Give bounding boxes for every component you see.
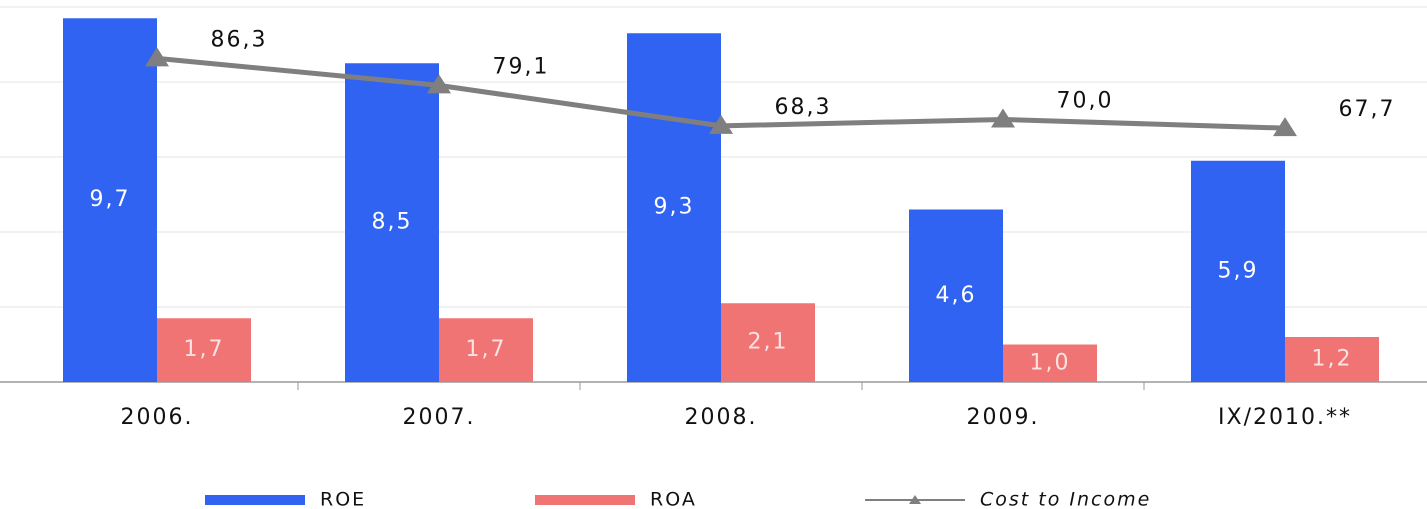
value-label: 9,3: [654, 195, 695, 220]
line-marker: [427, 74, 451, 94]
value-label: 67,7: [1339, 97, 1396, 122]
bar: [1003, 344, 1097, 382]
bar: [1285, 337, 1379, 382]
line-marker: [1273, 117, 1297, 137]
value-label: 86,3: [211, 27, 268, 52]
value-label: 1,7: [466, 337, 507, 362]
value-label: 1,0: [1030, 350, 1071, 375]
bar: [439, 318, 533, 382]
legend-label: ROE: [320, 489, 366, 509]
x-tick-label: 2006.: [121, 405, 194, 430]
line-marker: [991, 108, 1015, 128]
value-label: 70,0: [1057, 89, 1114, 114]
x-tick-label: 2008.: [685, 405, 758, 430]
value-label: 4,6: [936, 283, 977, 308]
value-label: 68,3: [775, 95, 832, 120]
value-label: 1,7: [184, 337, 225, 362]
line-marker: [709, 114, 733, 134]
bar: [627, 33, 721, 382]
x-tick-label: IX/2010.**: [1218, 405, 1352, 430]
line-marker: [145, 47, 169, 67]
bar: [157, 318, 251, 382]
value-label: 9,7: [90, 187, 131, 212]
bar: [721, 303, 815, 382]
legend-label: Cost to Income: [980, 489, 1151, 509]
bar: [909, 209, 1003, 382]
value-label: 1,2: [1312, 347, 1353, 372]
legend-swatch: [535, 495, 635, 505]
value-label: 79,1: [493, 54, 550, 79]
bar: [345, 63, 439, 382]
legend-label: ROA: [650, 489, 697, 509]
legend-swatch: [205, 495, 305, 505]
value-label: 5,9: [1218, 258, 1259, 283]
x-tick-label: 2009.: [967, 405, 1040, 430]
x-tick-label: 2007.: [403, 405, 476, 430]
value-label: 2,1: [748, 330, 789, 355]
bar: [1191, 160, 1285, 382]
value-label: 8,5: [372, 210, 413, 235]
bar: [63, 18, 157, 382]
legend-swatch: [909, 495, 921, 504]
